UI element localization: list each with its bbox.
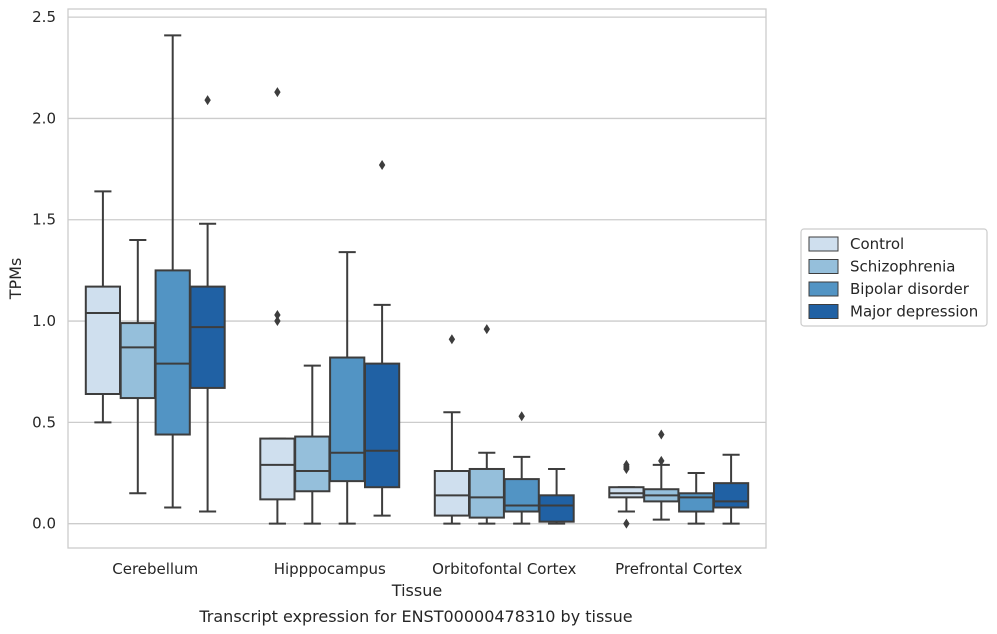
box-control [259, 87, 296, 525]
outlier-point [274, 309, 281, 320]
outlier-point [483, 324, 490, 335]
outlier-point [518, 411, 525, 422]
y-tick-label: 2.0 [32, 109, 56, 127]
legend-swatch [808, 281, 839, 297]
box-control [84, 190, 122, 424]
box [329, 356, 366, 483]
box-major-depression [712, 453, 750, 525]
x-tick-label: Orbitofontal Cortex [432, 560, 576, 578]
legend: Control Schizophrenia Bipolar disorder Majo… [800, 228, 988, 327]
box [189, 285, 226, 389]
y-tick-label: 2.5 [32, 8, 56, 26]
legend-frame [800, 228, 988, 327]
x-tick-label: Cerebellum [112, 560, 198, 578]
x-tick-label: Hipppocampus [274, 560, 386, 578]
x-axis-label: Tissue [391, 581, 442, 600]
box [294, 435, 331, 493]
box [433, 470, 471, 517]
y-tick-label: 1.0 [32, 312, 56, 330]
plot-area [84, 34, 750, 529]
box [678, 492, 715, 513]
outlier-point [448, 334, 456, 345]
legend-swatch [808, 236, 839, 252]
x-axis-ticks: Cerebellum Hipppocampus Orbitofontal Corte… [112, 560, 742, 578]
chart-title: Transcript expression for ENST0000047831… [198, 607, 632, 626]
box-schizophrenia [643, 429, 680, 521]
box [363, 362, 401, 489]
box [538, 494, 575, 523]
outlier-point [204, 95, 211, 106]
y-axis-ticks: 0.0 0.5 1.0 1.5 2.0 2.5 [32, 8, 56, 533]
y-tick-label: 0.5 [32, 413, 56, 431]
box [608, 486, 645, 499]
box [154, 269, 191, 436]
box-major-depression [363, 160, 401, 517]
outlier-point [658, 429, 665, 440]
outlier-point [623, 459, 630, 470]
legend-label: Control [850, 235, 904, 253]
box-schizophrenia [119, 239, 156, 495]
outlier-point [378, 160, 386, 171]
box-control [433, 334, 471, 525]
y-tick-label: 0.0 [32, 515, 56, 533]
box-bipolar-disorder [503, 411, 540, 525]
legend-label: Major depression [850, 303, 978, 321]
legend-swatch [808, 304, 839, 319]
legend-swatch [808, 259, 839, 274]
box [503, 478, 540, 513]
outlier-point [274, 316, 281, 327]
box-bipolar-disorder [154, 34, 191, 509]
box [712, 482, 750, 509]
box-major-depression [538, 467, 575, 525]
box [468, 467, 505, 519]
y-axis-label: TPMs [6, 258, 25, 301]
box [259, 437, 296, 501]
box-schizophrenia [294, 364, 331, 525]
legend-label: Bipolar disorder [850, 280, 970, 298]
x-tick-label: Prefrontal Cortex [615, 560, 742, 578]
outlier-point [658, 455, 665, 466]
box-bipolar-disorder [329, 251, 366, 525]
y-tick-label: 1.5 [32, 211, 56, 229]
outlier-point [623, 518, 630, 529]
box [84, 285, 122, 395]
outlier-point [274, 87, 281, 98]
box-major-depression [189, 95, 226, 513]
box-schizophrenia [468, 324, 505, 525]
box [119, 322, 156, 400]
plot-frame [67, 8, 767, 549]
box-bipolar-disorder [678, 472, 715, 525]
box-control [608, 459, 645, 529]
legend-label: Schizophrenia [850, 258, 955, 276]
